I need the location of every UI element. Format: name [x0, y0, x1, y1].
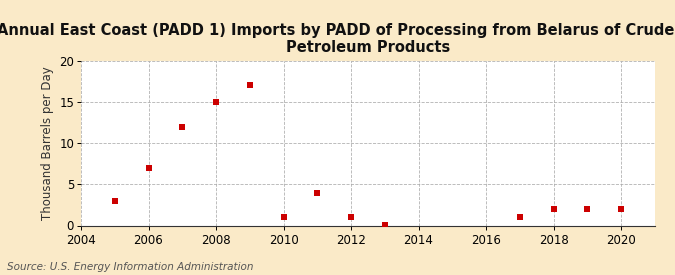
- Point: [379, 222, 390, 227]
- Point: [346, 215, 356, 219]
- Text: Source: U.S. Energy Information Administration: Source: U.S. Energy Information Administ…: [7, 262, 253, 272]
- Title: Annual East Coast (PADD 1) Imports by PADD of Processing from Belarus of Crude O: Annual East Coast (PADD 1) Imports by PA…: [0, 23, 675, 55]
- Point: [211, 100, 221, 104]
- Point: [312, 190, 323, 195]
- Point: [582, 207, 593, 211]
- Y-axis label: Thousand Barrels per Day: Thousand Barrels per Day: [40, 66, 53, 220]
- Point: [244, 83, 255, 87]
- Point: [514, 215, 525, 219]
- Point: [143, 166, 154, 170]
- Point: [548, 207, 559, 211]
- Point: [109, 199, 120, 203]
- Point: [177, 124, 188, 129]
- Point: [278, 215, 289, 219]
- Point: [616, 207, 626, 211]
